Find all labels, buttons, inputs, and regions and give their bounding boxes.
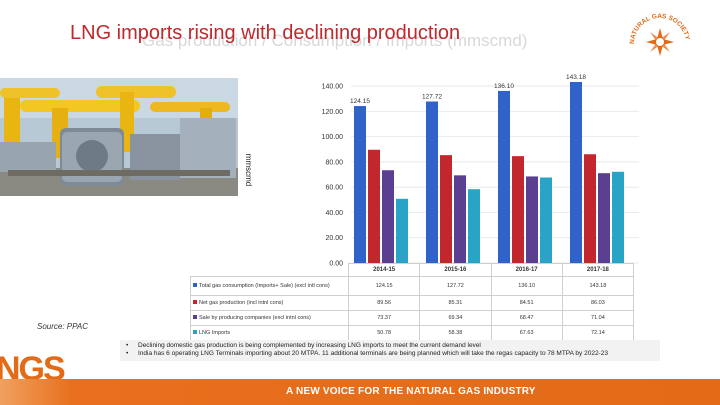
list-item: • India has 6 operating LNG Terminals imp… [126,350,608,357]
column-header: 2015-16 [419,263,492,277]
bar-1 [368,149,380,263]
legend-swatch [193,283,197,288]
y-tick-label: 0.00 [329,261,343,268]
table-cell: 50.78 [347,325,421,341]
bullet-list: • Declining domestic gas production is be… [120,340,660,361]
table-cell: 86.03 [561,295,635,311]
y-axis-title: mmscmd [244,154,253,186]
table-cell: 143.18 [561,276,635,296]
bar-0 [498,90,510,263]
footer-banner: A NEW VOICE FOR THE NATURAL GAS INDUSTRY [0,379,720,405]
bar-0 [570,81,582,263]
series-name: LNG Imports [199,329,231,336]
bar-3 [468,189,480,263]
table-cell: 68.47 [490,310,563,326]
bullet-text: Declining domestic gas production is bei… [138,342,481,349]
background-subtitle: Gas production / Consumption / Imports (… [142,31,528,50]
table-cell: 124.15 [347,276,421,296]
table-cell: 127.72 [419,276,492,296]
table-cell: 71.04 [561,310,635,326]
data-label: 143.18 [566,74,586,81]
table-cell: 58.38 [419,325,492,341]
bar-2 [598,173,610,263]
y-tick-label: 80.00 [325,159,343,166]
legend-swatch [193,315,197,320]
data-label: 124.15 [350,98,370,105]
table-row: LNG Imports 50.78 58.38 67.63 72.14 [190,325,635,341]
bar-3 [612,171,624,263]
svg-text:mmscmd: mmscmd [244,154,253,186]
source-note: Source: PPAC [37,322,88,331]
column-header: 2017-18 [561,263,635,277]
bar-2 [382,170,394,263]
data-table: 2014-15 2015-16 2016-17 2017-18 Total ga… [190,263,635,341]
y-tick-label: 20.00 [325,235,343,242]
table-cell: 85.31 [419,295,492,311]
bar-0 [354,106,366,263]
table-row: Sale by producing companies (excl intnl … [190,310,635,326]
bar-3 [396,198,408,263]
table-cell: 69.34 [419,310,492,326]
table-row: Total gas consumption (Imports+ Sale) (e… [190,276,635,296]
table-header-row: 2014-15 2015-16 2016-17 2017-18 [191,263,635,277]
bar-2 [454,175,466,263]
table-cell: 67.63 [490,325,563,341]
bar-chart: 0.00 20.00 40.00 60.00 80.00 100.00 120.00 140.… [322,74,639,268]
natural-gas-society-logo: NATURAL GAS SOCIETY [629,13,691,56]
bar-3 [540,177,552,263]
table-cell: 73.37 [347,310,421,326]
bar-0 [426,101,438,264]
table-cell: 72.14 [561,325,635,341]
table-cell: 84.51 [490,295,563,311]
bar-1 [440,155,452,263]
y-tick-label: 120.00 [322,109,344,116]
bar-2 [526,176,538,263]
y-tick-label: 60.00 [325,185,343,192]
gas-pipeline-photo [0,78,238,196]
y-tick-label: 140.00 [322,84,344,91]
data-label: 127.72 [422,94,442,101]
bar-1 [584,154,596,263]
footer-tagline: A NEW VOICE FOR THE NATURAL GAS INDUSTRY [286,386,536,397]
column-header: 2014-15 [347,263,421,277]
table-cell: 89.56 [347,295,421,311]
slide-title: LNG imports rising with declining produc… [70,22,461,44]
y-tick-label: 40.00 [325,210,343,217]
data-label: 136.10 [494,83,514,90]
table-row: Net gas production (incl intnl cons) 89.… [190,295,635,311]
series-name: Total gas consumption (Imports+ Sale) (e… [199,282,330,289]
series-name: Sale by producing companies (excl intnl … [199,314,311,321]
column-header: 2016-17 [490,263,563,277]
y-tick-label: 100.00 [322,134,344,141]
bar-1 [512,156,524,263]
series-name: Net gas production (incl intnl cons) [199,299,284,306]
legend-swatch [193,300,197,305]
table-cell: 136.10 [490,276,563,296]
bullet-text: India has 6 operating LNG Terminals impo… [138,350,608,357]
legend-swatch [193,330,197,335]
list-item: • Declining domestic gas production is be… [126,342,481,349]
